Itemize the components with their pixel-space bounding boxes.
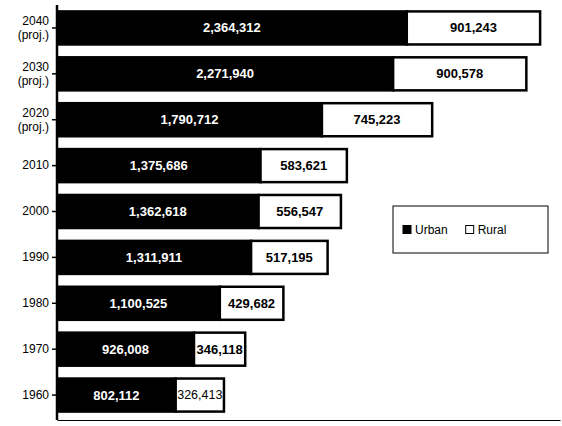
bar (407, 11, 540, 44)
data-label: 517,195 (266, 250, 313, 265)
tick: 2030(proj.) (18, 60, 57, 88)
bar (57, 149, 261, 182)
bar (57, 195, 259, 228)
x-axis (58, 420, 561, 421)
data-label: 2,364,312 (203, 20, 261, 35)
data-label: 1,362,618 (129, 204, 187, 219)
data-label: 429,682 (228, 296, 275, 311)
tick-label: 1960 (22, 388, 49, 402)
bar (57, 103, 322, 136)
data-label: 556,547 (276, 204, 323, 219)
legend-label: Rural (478, 223, 507, 237)
legend: Urban Rural (393, 206, 548, 253)
data-label: 802,112 (93, 388, 139, 403)
tick-mark (52, 165, 57, 167)
legend-swatch (403, 226, 411, 234)
tick: 2020(proj.) (18, 106, 57, 134)
tick-mark (52, 27, 57, 29)
axis-line (56, 5, 59, 420)
tick-mark (52, 303, 57, 305)
chart: 802,112 926,008 1,100,525 1,311,911 1,362,61… (0, 0, 562, 426)
axis-line (58, 420, 561, 421)
tick-label: 1990 (22, 250, 49, 264)
tick: 2010 (22, 158, 57, 172)
bar (57, 333, 194, 366)
tick: 1970 (22, 342, 57, 356)
data-label: 745,223 (354, 112, 401, 127)
bar (261, 149, 347, 182)
data-label: 926,008 (102, 342, 149, 357)
bar (57, 11, 407, 44)
tick: 2040(proj.) (18, 14, 57, 42)
legend-item: Urban (403, 223, 448, 237)
bar (57, 57, 393, 90)
tick-mark (52, 119, 57, 121)
tick: 1980 (22, 296, 57, 310)
legend-box (393, 206, 548, 253)
legend-swatch (466, 226, 474, 234)
tick-label: 1970 (22, 342, 49, 356)
legend-label: Urban (415, 223, 448, 237)
bar (176, 379, 224, 412)
data-label: 346,118 (196, 342, 242, 357)
data-label: 326,413 (177, 388, 222, 402)
bar (220, 287, 284, 320)
tick-label: 2030(proj.) (18, 60, 50, 88)
tick-label: 2040(proj.) (18, 14, 50, 42)
tick-label: 2000 (22, 204, 49, 218)
bar (57, 379, 176, 412)
tick-mark (52, 73, 57, 75)
bar (251, 241, 328, 274)
legend-item: Rural (466, 223, 507, 237)
data-label: 583,621 (280, 158, 327, 173)
bar (322, 103, 432, 136)
tick: 2000 (22, 204, 57, 218)
tick-mark (52, 211, 57, 213)
data-label: 2,271,940 (196, 66, 254, 81)
tick-label: 2020(proj.) (18, 106, 50, 134)
tick-label: 1980 (22, 296, 49, 310)
data-label: 1,375,686 (130, 158, 188, 173)
bar (194, 333, 245, 366)
bar (57, 287, 220, 320)
tick-mark (52, 348, 57, 350)
data-label: 900,578 (436, 66, 483, 81)
tick-mark (52, 257, 57, 259)
tick-label: 2010 (22, 158, 49, 172)
bar (393, 57, 526, 90)
bar (259, 195, 341, 228)
series-0 (57, 11, 407, 411)
data-label: 901,243 (450, 20, 497, 35)
tick: 1990 (22, 250, 57, 264)
data-label: 1,311,911 (126, 250, 182, 265)
tick: 1960 (22, 388, 57, 402)
tick-mark (52, 394, 57, 396)
data-label: 1,790,712 (161, 112, 219, 127)
y-axis: 1960 1970 1980 1990 2000 2010 2020(proj.) 2030(… (18, 5, 57, 420)
data-label: 1,100,525 (109, 296, 167, 311)
bar (57, 241, 251, 274)
